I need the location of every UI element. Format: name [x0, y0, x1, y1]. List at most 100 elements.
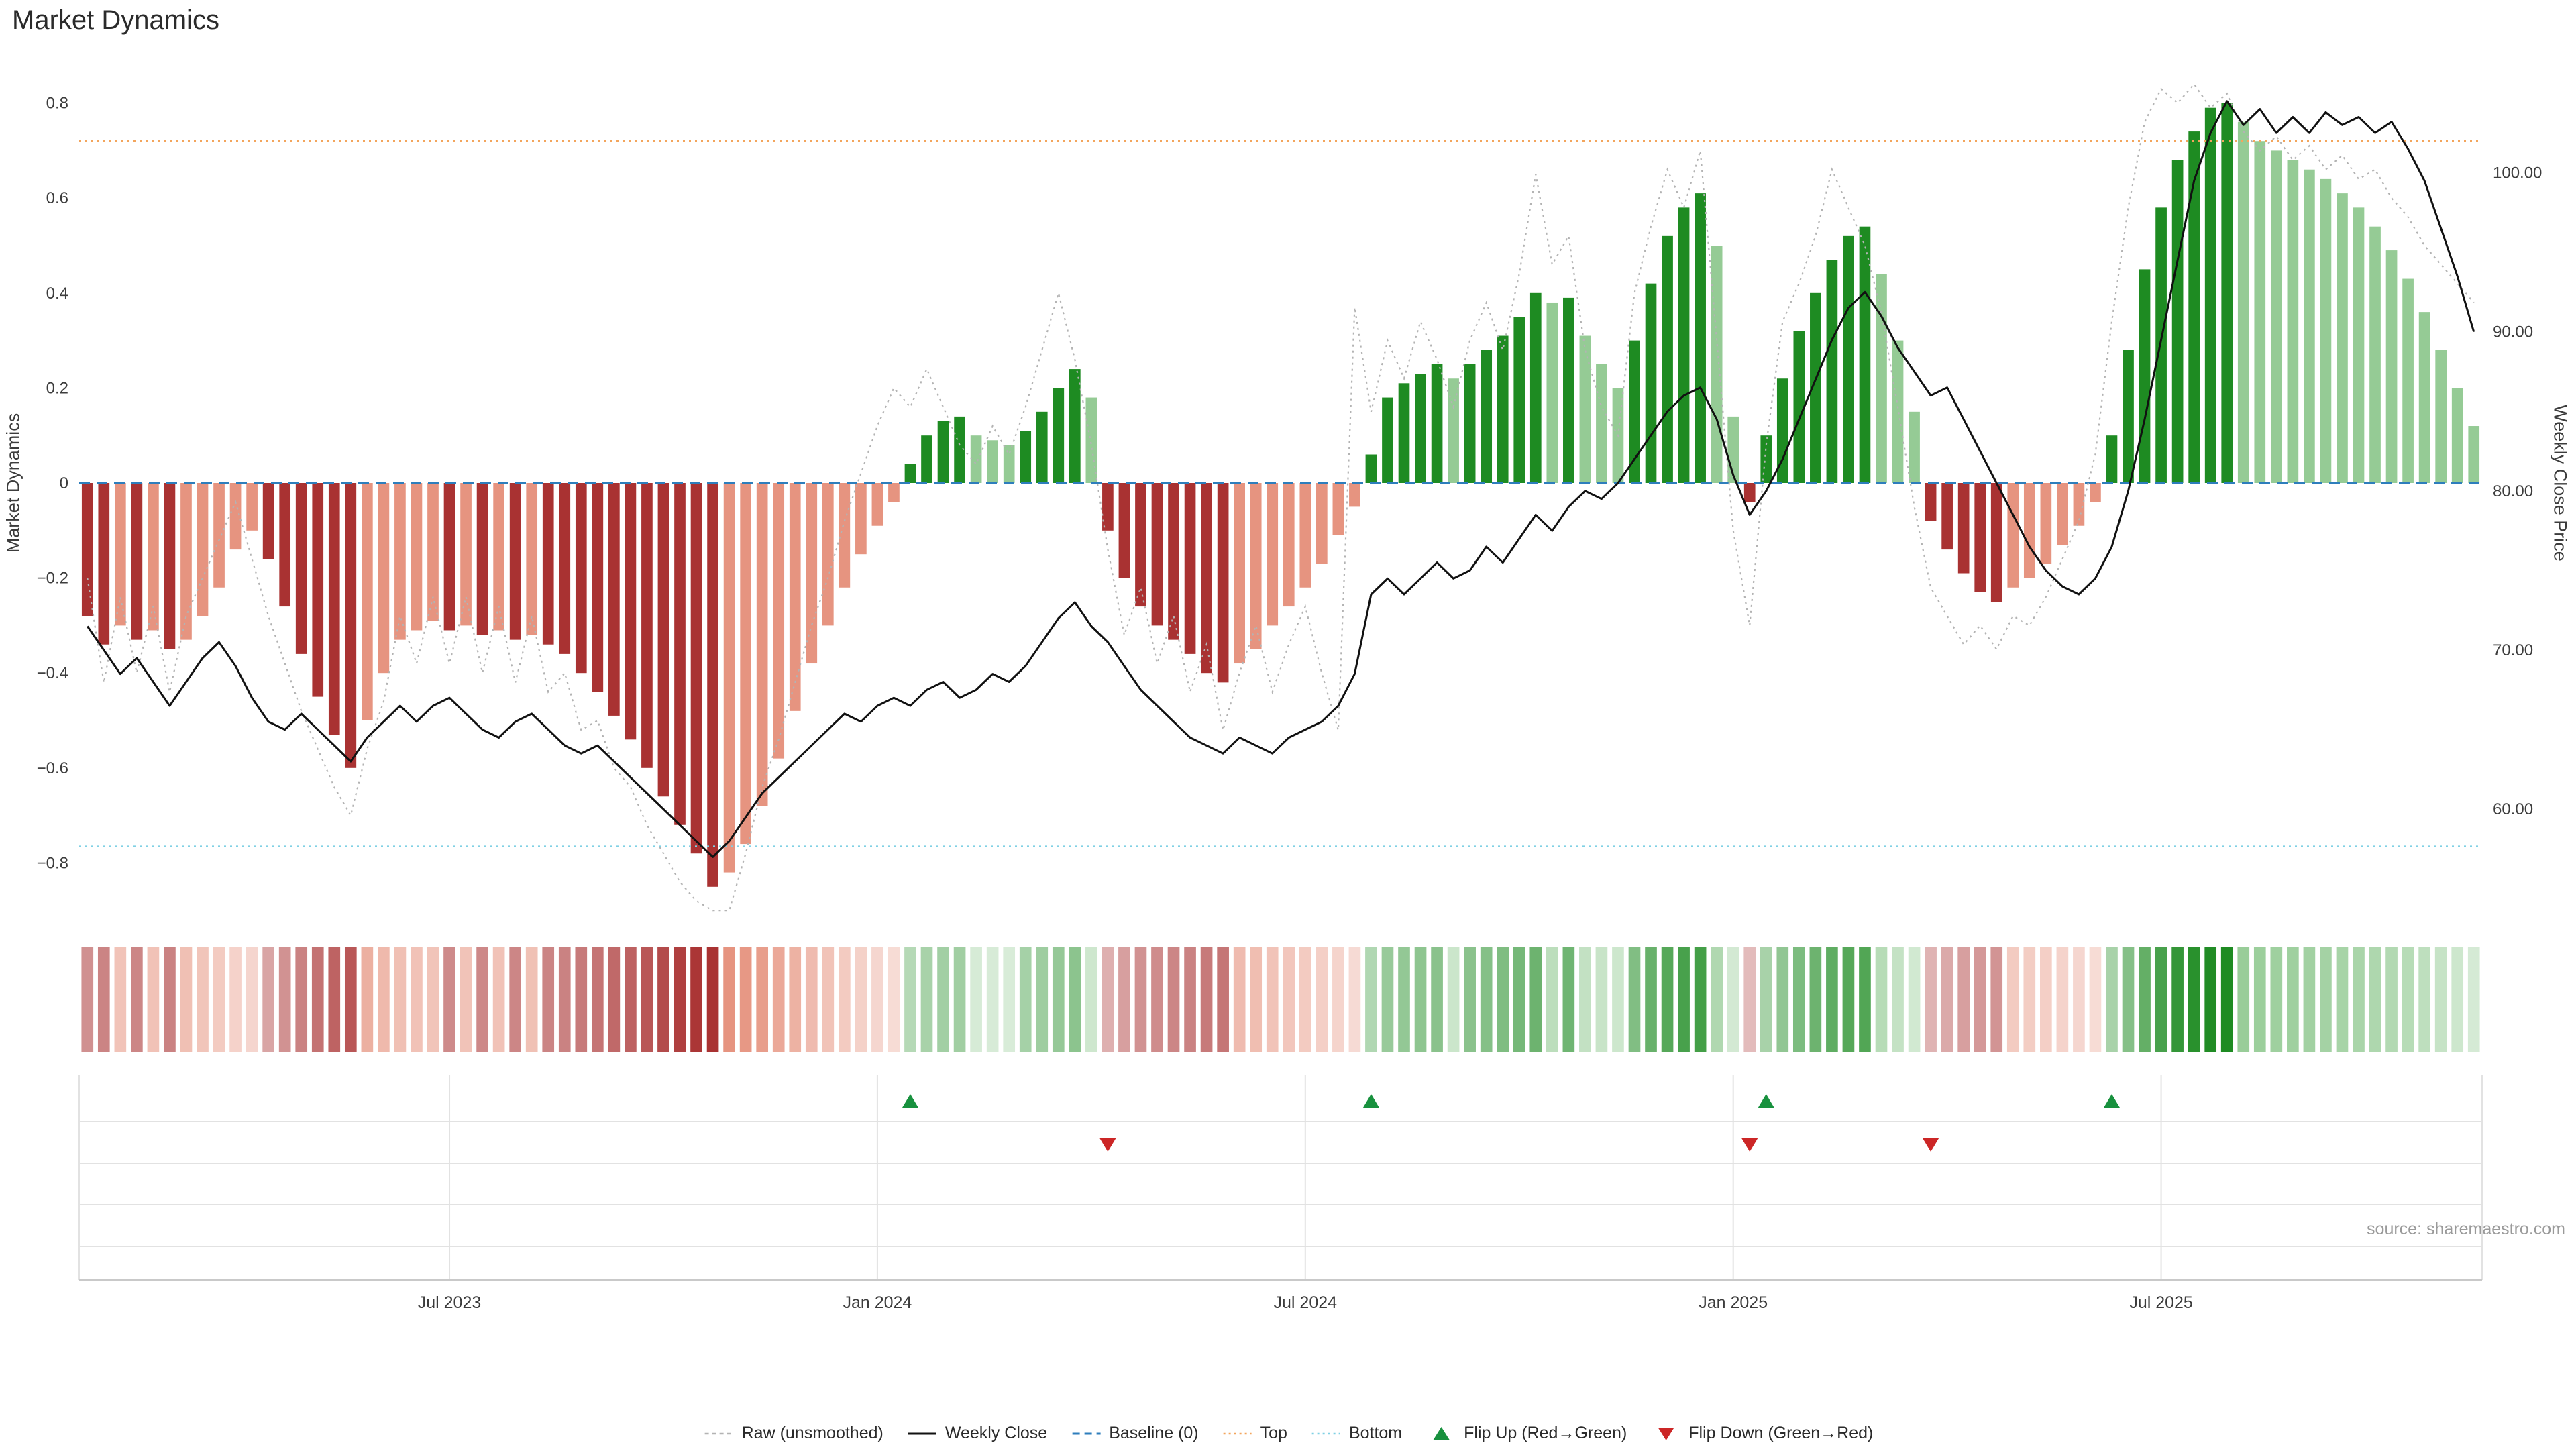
dynamics-bar [987, 440, 998, 483]
dynamics-bar [2418, 312, 2430, 483]
heatmap-cell [2320, 947, 2332, 1052]
dynamics-bar [1497, 335, 1509, 483]
heatmap-cell [2270, 947, 2283, 1052]
flip-down-marker [1923, 1138, 1939, 1152]
dynamics-bar [674, 483, 686, 825]
legend-label: Raw (unsmoothed) [741, 1424, 883, 1442]
dynamics-bar [114, 483, 126, 626]
dynamics-bar [1695, 193, 1706, 483]
dynamics-bar [1168, 483, 1179, 640]
raw-line [87, 83, 2475, 912]
heatmap-cell [1957, 947, 1970, 1052]
heatmap-cell [295, 947, 308, 1052]
heatmap-cell [1562, 947, 1575, 1052]
heatmap-cell [706, 947, 719, 1052]
heatmap-cell [2353, 947, 2365, 1052]
dynamics-bar [279, 483, 291, 607]
dynamics-bar [1201, 483, 1212, 674]
dynamics-bar [1546, 302, 1558, 483]
heatmap-cell [1513, 947, 1525, 1052]
legend-sample-triangle-down-red-icon [1658, 1427, 1674, 1440]
legend-item: Flip Up (Red→Green) [1425, 1424, 1627, 1443]
heatmap-cell [855, 947, 867, 1052]
dynamics-bar [592, 483, 604, 692]
heatmap-cell [1052, 947, 1065, 1052]
dynamics-bar [2023, 483, 2035, 578]
dynamics-bar [1151, 483, 1163, 626]
heatmap-cell [147, 947, 160, 1052]
heatmap-cell [1266, 947, 1279, 1052]
y-tick-label-right: 100.00 [2493, 164, 2542, 182]
flip-up-marker [902, 1094, 918, 1108]
heatmap-cell [805, 947, 818, 1052]
legend-label: Flip Up (Red→Green) [1464, 1424, 1627, 1442]
dynamics-bar [1250, 483, 1262, 649]
heatmap-cell [443, 947, 455, 1052]
heatmap-cell [2385, 947, 2398, 1052]
heatmap-cell [2204, 947, 2217, 1052]
dynamics-bar [575, 483, 587, 674]
dynamics-bar [921, 435, 932, 483]
legend-item: Raw (unsmoothed) [703, 1424, 883, 1443]
heatmap-cell [1464, 947, 1476, 1052]
y-tick-label-right: 70.00 [2493, 641, 2533, 659]
heatmap-cell [575, 947, 588, 1052]
dynamics-bar [2435, 350, 2447, 483]
dynamics-bar [839, 483, 851, 588]
heatmap-cell [723, 947, 735, 1052]
heatmap-cell [822, 947, 835, 1052]
dynamics-bar [2369, 226, 2381, 483]
heatmap-cell [1151, 947, 1163, 1052]
heatmap-cell [1348, 947, 1361, 1052]
heatmap-cell [1316, 947, 1328, 1052]
dynamics-bar [608, 483, 620, 716]
heatmap-cell [2369, 947, 2381, 1052]
dynamics-bar [871, 483, 883, 526]
heatmap-cell [756, 947, 769, 1052]
dynamics-bar [362, 483, 373, 720]
heatmap-cell [1233, 947, 1246, 1052]
legend-item: Top [1222, 1424, 1287, 1443]
x-tick-label: Jul 2023 [418, 1293, 482, 1312]
heatmap-cell [953, 947, 966, 1052]
dynamics-bar [1743, 483, 1756, 502]
y-tick-label-right: 90.00 [2493, 323, 2533, 341]
dynamics-bar [229, 483, 241, 550]
page-title: Market Dynamics [12, 5, 219, 35]
dynamics-bar [1036, 411, 1048, 483]
dynamics-bar [1053, 388, 1065, 483]
heatmap-cell [2220, 947, 2233, 1052]
heatmap-cell [2434, 947, 2447, 1052]
dynamics-bar [295, 483, 307, 654]
dynamics-bar [2254, 141, 2266, 484]
heatmap-cell [1892, 947, 1904, 1052]
heatmap-cell [674, 947, 686, 1052]
dynamics-bar [1135, 483, 1146, 607]
dynamics-bar [1662, 235, 1673, 483]
dynamics-bar [98, 483, 110, 645]
heatmap-cell [1776, 947, 1789, 1052]
price-line [87, 100, 2475, 858]
heatmap-cell [378, 947, 390, 1052]
dynamics-bar [1118, 483, 1130, 578]
dynamics-bar [1069, 369, 1081, 483]
dynamics-bar [756, 483, 768, 806]
dynamics-bar [213, 483, 225, 588]
heatmap-cell [1925, 947, 1937, 1052]
legend-item: Bottom [1310, 1424, 1402, 1443]
heatmap-cell [2073, 947, 2085, 1052]
heatmap-cell [81, 947, 94, 1052]
dynamics-bar [1859, 226, 1871, 483]
heatmap-cell [625, 947, 637, 1052]
heatmap-cell [1167, 947, 1180, 1052]
heatmap-cell [2023, 947, 2036, 1052]
heatmap-cell [509, 947, 521, 1052]
heatmap-cell [278, 947, 291, 1052]
dynamics-bar [2337, 193, 2348, 483]
heatmap-cell [114, 947, 127, 1052]
heatmap-cell [1497, 947, 1509, 1052]
heatmap-cell [1134, 947, 1147, 1052]
heatmap-cell [1990, 947, 2003, 1052]
dynamics-bar [773, 483, 785, 759]
heatmap-cell [1743, 947, 1756, 1052]
